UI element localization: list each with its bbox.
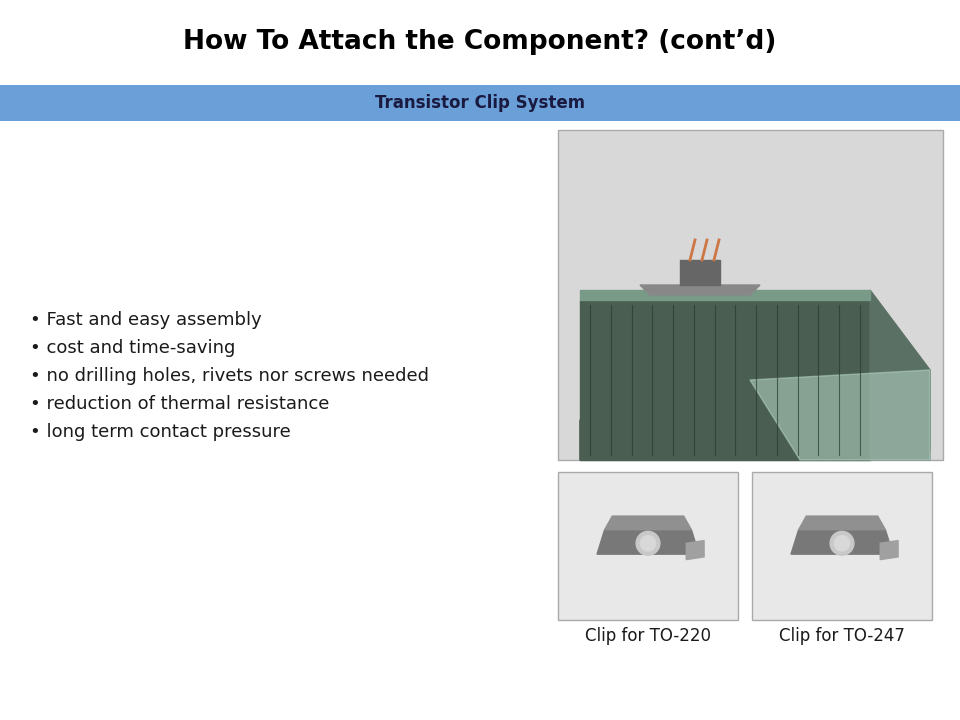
Text: • long term contact pressure: • long term contact pressure [30,423,291,441]
Circle shape [830,531,853,555]
Text: • no drilling holes, rivets nor screws needed: • no drilling holes, rivets nor screws n… [30,367,429,385]
Text: Clip for TO-220: Clip for TO-220 [585,627,711,645]
Polygon shape [880,541,899,559]
Polygon shape [870,290,930,460]
Text: • Fast and easy assembly: • Fast and easy assembly [30,311,262,329]
Text: How To Attach the Component? (cont’d): How To Attach the Component? (cont’d) [183,29,777,55]
Polygon shape [799,516,885,530]
Bar [558,130,943,460]
Text: • cost and time-saving: • cost and time-saving [30,339,235,357]
Polygon shape [680,260,720,285]
Polygon shape [750,370,930,460]
Polygon shape [580,290,870,300]
Polygon shape [686,541,704,559]
Polygon shape [580,300,870,460]
Text: Clip for TO-247: Clip for TO-247 [780,627,905,645]
Polygon shape [605,516,691,530]
Polygon shape [791,530,893,554]
Polygon shape [580,370,930,460]
Circle shape [834,536,850,551]
Bar [558,472,738,620]
Text: • reduction of thermal resistance: • reduction of thermal resistance [30,395,329,413]
Bar [752,472,932,620]
Polygon shape [640,285,760,295]
Text: Transistor Clip System: Transistor Clip System [375,94,585,112]
Bar [0,85,960,121]
Circle shape [640,536,656,551]
Circle shape [636,531,660,555]
Polygon shape [597,530,699,554]
